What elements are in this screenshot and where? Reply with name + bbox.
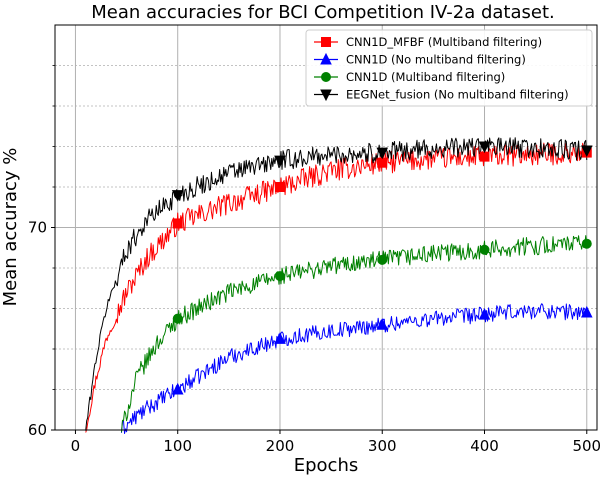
series-1-marker-500 bbox=[580, 305, 593, 318]
series-line-2 bbox=[120, 235, 588, 433]
x-axis-title: Epochs bbox=[294, 455, 359, 476]
legend-marker-2 bbox=[321, 72, 331, 82]
series-line-3 bbox=[85, 137, 588, 431]
series-3-marker-200 bbox=[274, 155, 286, 168]
chart-title: Mean accuracies for BCI Competition IV-2… bbox=[91, 2, 555, 23]
legend: CNN1D_MFBF (Multiband filtering) CNN1D (N… bbox=[305, 29, 593, 107]
x-tick-label-0: 0 bbox=[71, 437, 81, 455]
series-0-marker-300 bbox=[377, 157, 388, 168]
legend-label-1: CNN1D (No multiband filtering) bbox=[346, 53, 526, 67]
series-2-marker-200 bbox=[274, 271, 285, 282]
legend-label-3: EEGNet_fusion (No multiband filtering) bbox=[346, 88, 569, 102]
legend-box bbox=[305, 29, 593, 107]
series-1-marker-100 bbox=[171, 382, 184, 395]
axis-ticks: 0 100 200 300 400 500 60 70 bbox=[28, 65, 600, 455]
legend-label-2: CNN1D (Multiband filtering) bbox=[346, 70, 505, 84]
series-1-marker-300 bbox=[376, 318, 389, 330]
series-3-marker-400 bbox=[478, 141, 491, 154]
series-1-marker-200 bbox=[274, 332, 286, 344]
legend-marker-0 bbox=[321, 37, 331, 47]
series-line-0 bbox=[85, 142, 588, 433]
x-tick-label-5: 500 bbox=[572, 437, 600, 455]
series-2-marker-400 bbox=[479, 244, 490, 255]
series-line-1 bbox=[120, 303, 588, 435]
series-1-marker-400 bbox=[478, 307, 491, 320]
x-tick-label-1: 100 bbox=[163, 437, 192, 455]
series-0-marker-200 bbox=[274, 182, 285, 192]
series-3-marker-500 bbox=[580, 145, 593, 158]
x-tick-label-3: 300 bbox=[368, 437, 397, 455]
series-0-marker-400 bbox=[479, 151, 490, 162]
series-0-marker-100 bbox=[172, 218, 183, 229]
legend-marker-1 bbox=[320, 52, 332, 65]
series-lines bbox=[85, 137, 588, 435]
x-tick-label-4: 400 bbox=[470, 437, 499, 455]
y-tick-label-0: 60 bbox=[28, 421, 47, 439]
series-markers bbox=[171, 141, 593, 395]
series-2-marker-500 bbox=[581, 238, 592, 249]
series-3-marker-300 bbox=[376, 147, 389, 160]
y-tick-label-1: 70 bbox=[28, 219, 47, 237]
series-2-marker-100 bbox=[172, 313, 183, 324]
legend-label-0: CNN1D_MFBF (Multiband filtering) bbox=[346, 35, 542, 49]
legend-marker-3 bbox=[320, 89, 332, 102]
series-3-marker-100 bbox=[171, 190, 184, 202]
series-2-marker-300 bbox=[377, 254, 388, 265]
y-axis-title: Mean accuracy % bbox=[0, 148, 21, 307]
x-tick-label-2: 200 bbox=[266, 437, 295, 455]
